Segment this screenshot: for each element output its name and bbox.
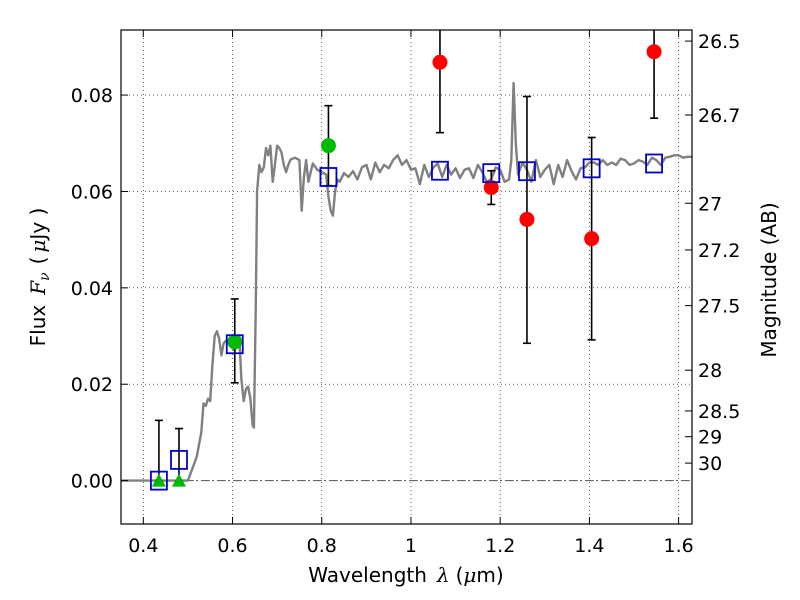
x-tick-label: 1.6 — [664, 535, 694, 557]
model-photometry-square — [319, 167, 338, 187]
x-axis-label-unit-open: ( — [456, 563, 464, 587]
x-axis-label-unit-mu: μ — [463, 563, 476, 587]
x-axis-label-unit-rest: m) — [476, 563, 503, 587]
observed-point — [432, 54, 448, 70]
y-tick-label: 0.04 — [71, 278, 113, 300]
model-spectrum-line — [121, 81, 692, 482]
model-photometry-square — [225, 334, 244, 355]
observed-point — [483, 180, 499, 196]
magnitude-tick-label: 29 — [698, 427, 722, 449]
model-photometry-square — [170, 450, 188, 470]
y-tick-label: 0.06 — [71, 181, 113, 203]
data-markers — [150, 44, 663, 491]
y-axis-label-unit-rest: Jy ) — [26, 208, 50, 242]
y-axis-label-unit-open: ( — [26, 257, 50, 265]
observed-point — [320, 138, 336, 154]
x-tick-label: 0.4 — [128, 535, 158, 557]
x-axis-label-symbol: λ — [436, 563, 450, 587]
magnitude-tick-label: 27 — [698, 193, 722, 215]
model-photometry-square — [582, 158, 601, 179]
model-photometry-square — [150, 470, 168, 491]
x-tick-label: 1.4 — [574, 535, 604, 557]
observed-point — [646, 44, 662, 60]
upper-limit-triangle — [151, 473, 166, 487]
x-tick-label: 0.8 — [307, 535, 337, 557]
magnitude-tick-label: 30 — [698, 453, 722, 475]
y-axis-label-subscript: ν — [37, 272, 53, 281]
model-photometry-square — [431, 160, 449, 181]
upper-limit-triangle — [171, 473, 186, 487]
plot-frame — [120, 29, 693, 525]
y-axis-label-prefix: Flux — [26, 305, 50, 347]
y-axis-label-unit-mu: μ — [26, 240, 50, 253]
magnitude-tick-label: 26.7 — [698, 105, 740, 127]
magnitude-tick-label: 28.5 — [698, 401, 740, 423]
model-photometry-square — [482, 163, 501, 184]
observed-point — [584, 231, 600, 247]
observed-point — [519, 211, 535, 227]
x-tick-label: 1.2 — [485, 535, 515, 557]
magnitude-tick-label: 27.2 — [698, 240, 740, 262]
right-axis-label: Magnitude (AB) — [757, 202, 781, 357]
axis-ticks: 0.4 0.6 0.8 1 1.2 1.4 1.6 0.00 0.02 0.04 0.06 0.08 2… — [71, 30, 740, 557]
magnitude-tick-label: 28 — [698, 360, 722, 382]
model-spectrum-layer — [121, 81, 692, 482]
magnitude-tick-label: 27.5 — [698, 296, 740, 318]
y-axis-label-symbol: F — [26, 280, 50, 296]
magnitude-tick-label: 26.5 — [698, 31, 740, 53]
x-axis-label-prefix: Wavelength — [308, 563, 427, 587]
observed-point — [227, 334, 243, 350]
x-tick-label: 1 — [405, 535, 417, 557]
y-tick-label: 0.02 — [71, 374, 113, 396]
y-axis-label: Flux Fν ( μJy ) — [26, 208, 53, 347]
y-tick-label: 0.00 — [71, 471, 113, 493]
model-photometry-square — [518, 161, 536, 182]
x-tick-label: 0.6 — [217, 535, 247, 557]
x-axis-label: Wavelength λ (μm) — [308, 563, 503, 587]
model-photometry-square — [645, 153, 663, 174]
y-tick-label: 0.08 — [71, 85, 113, 107]
